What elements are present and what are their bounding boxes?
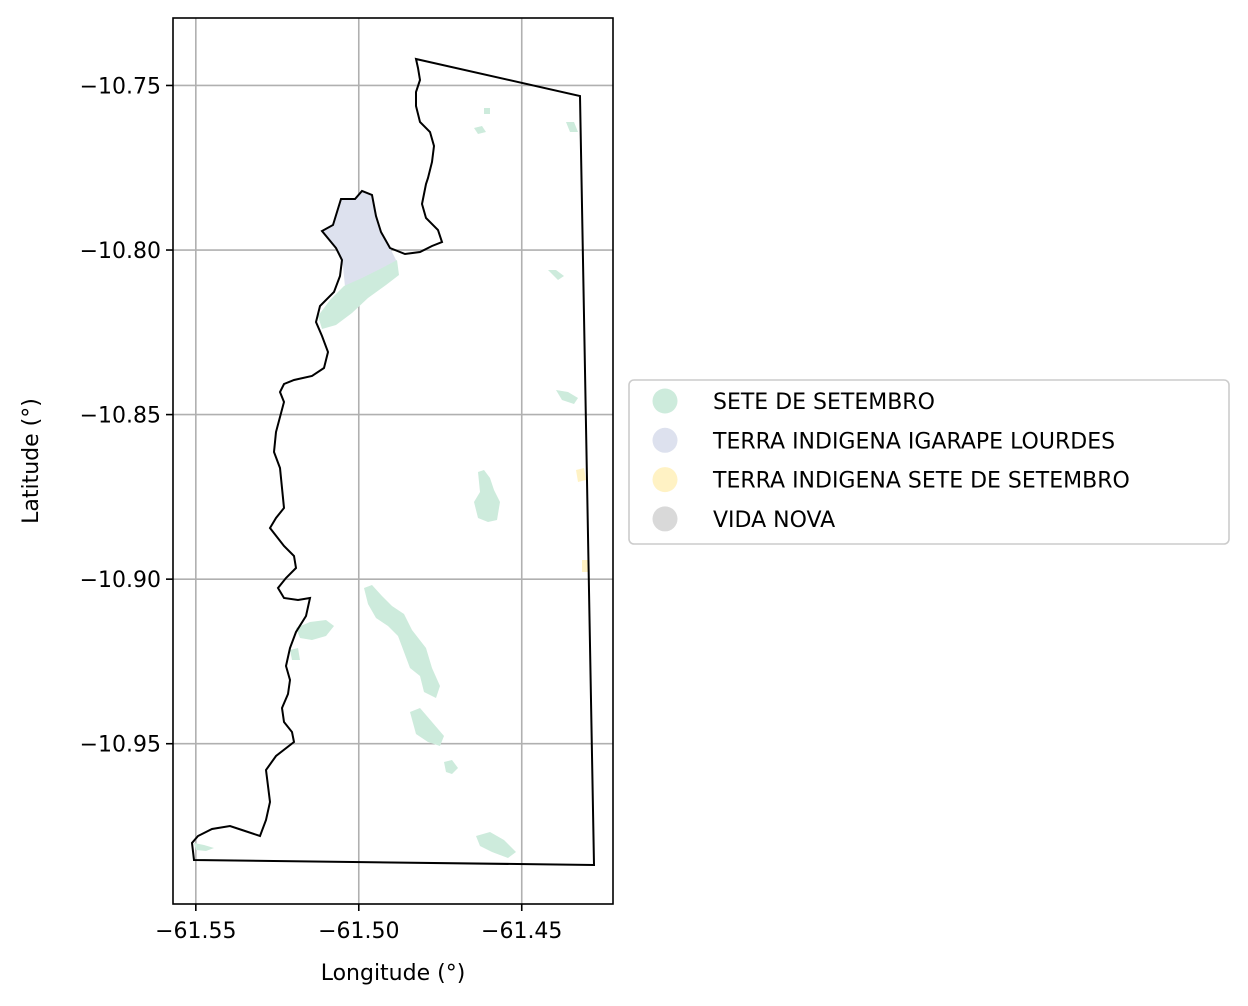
- region-sete-de-setembro-11: [548, 270, 564, 280]
- region-sete-de-setembro-12: [556, 390, 578, 404]
- y-tick-label: −10.80: [80, 239, 161, 264]
- legend-marker: [652, 506, 678, 532]
- region-sete-de-setembro-5: [296, 620, 334, 640]
- boundary-outline: [190, 57, 596, 867]
- region-sete-de-setembro-3: [364, 585, 440, 698]
- x-axis-label: Longitude (°): [321, 961, 466, 986]
- region-sete-de-setembro-13: [484, 108, 490, 114]
- map-regions: [194, 108, 588, 858]
- y-tick-label: −10.95: [80, 733, 161, 758]
- region-sete-de-setembro-6: [476, 832, 516, 858]
- legend-label: VIDA NOVA: [713, 508, 835, 533]
- axis-ticks: −61.55 −61.50 −61.45 −10.75 −10.80 −10.85 −10.…: [80, 74, 563, 944]
- region-sete-de-setembro-1: [318, 260, 399, 329]
- grid-lines: [173, 18, 613, 904]
- region-ti-sete-de-setembro-1: [576, 468, 586, 482]
- legend-marker: [652, 388, 678, 414]
- legend-marker: [652, 427, 678, 453]
- legend: SETE DE SETEMBRO TERRA INDIGENA IGARAPE L…: [628, 379, 1230, 545]
- region-sete-de-setembro-4: [410, 708, 444, 746]
- region-sete-de-setembro-7: [444, 760, 458, 774]
- y-tick-label: −10.75: [80, 74, 161, 99]
- region-sete-de-setembro-14: [290, 648, 300, 660]
- region-sete-de-setembro-2: [474, 470, 500, 522]
- x-tick-label: −61.55: [155, 919, 236, 944]
- axes-frame: [172, 17, 614, 905]
- y-tick-label: −10.85: [80, 404, 161, 429]
- x-tick-label: −61.45: [481, 919, 562, 944]
- region-ti-sete-de-setembro-2: [582, 560, 588, 572]
- legend-marker: [652, 467, 678, 493]
- x-tick-label: −61.50: [318, 919, 399, 944]
- y-tick-label: −10.90: [80, 568, 161, 593]
- region-igarape-lourdes: [322, 191, 397, 287]
- legend-label: SETE DE SETEMBRO: [713, 390, 935, 415]
- legend-items: SETE DE SETEMBRO TERRA INDIGENA IGARAPE L…: [652, 388, 1130, 533]
- region-sete-de-setembro-8: [194, 843, 214, 851]
- legend-label: TERRA INDIGENA IGARAPE LOURDES: [712, 429, 1115, 454]
- legend-frame: [628, 379, 1230, 545]
- legend-label: TERRA INDIGENA SETE DE SETEMBRO: [712, 469, 1130, 494]
- y-axis-label: Latitude (°): [19, 398, 44, 524]
- region-sete-de-setembro-10: [566, 122, 578, 132]
- region-sete-de-setembro-9: [474, 126, 486, 134]
